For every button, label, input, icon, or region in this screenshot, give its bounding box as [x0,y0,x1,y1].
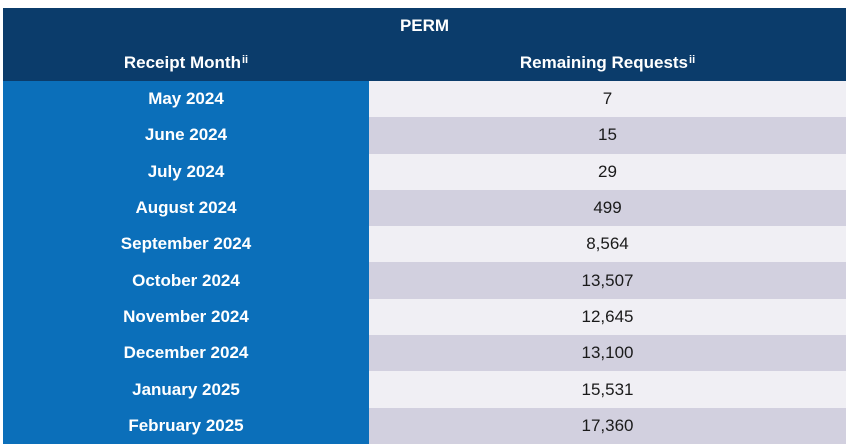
remaining-requests-cell: 29 [369,153,846,190]
table-title: PERM [399,16,450,35]
remaining-requests-cell: 7 [369,81,846,118]
remaining-requests-cell: 13,507 [369,262,846,299]
table-row: May 2024 7 [3,81,846,118]
table-body: May 2024 7 June 2024 15 July 2024 29 August 20… [3,81,846,444]
receipt-month-header: Receipt Month ii [123,52,249,72]
receipt-month-cell: September 2024 [3,226,369,263]
remaining-requests-cell: 17,360 [369,407,846,444]
receipt-month-cell: May 2024 [3,81,369,118]
table-row: October 2024 13,507 [3,262,846,299]
receipt-month-cell: January 2025 [3,371,369,408]
remaining-requests-cell: 8,564 [369,226,846,263]
table-row: July 2024 29 [3,153,846,190]
table-row: September 2024 8,564 [3,226,846,263]
table-row: January 2025 15,531 [3,371,846,408]
receipt-month-cell: November 2024 [3,298,369,336]
table-row: August 2024 499 [3,189,846,227]
receipt-month-cell: December 2024 [3,335,369,372]
perm-table: PERM Receipt Month ii Remaining Requests i… [3,8,846,444]
table-title-row: PERM [3,8,846,44]
remaining-requests-cell: 15 [369,117,846,154]
remaining-requests-cell: 15,531 [369,371,846,408]
table-row: February 2025 17,360 [3,407,846,444]
table-row: December 2024 13,100 [3,335,846,372]
receipt-month-cell: February 2025 [3,407,369,444]
receipt-month-cell: June 2024 [3,117,369,154]
receipt-month-header-label: Receipt Month [123,52,241,72]
receipt-month-cell: July 2024 [3,153,369,190]
table-row: June 2024 15 [3,117,846,154]
remaining-requests-header: Remaining Requests ii [519,52,696,72]
table-row: November 2024 12,645 [3,298,846,336]
remaining-requests-header-label: Remaining Requests [519,52,689,72]
receipt-month-cell: October 2024 [3,262,369,299]
receipt-month-cell: August 2024 [3,189,369,227]
remaining-requests-cell: 499 [369,189,846,227]
remaining-requests-cell: 13,100 [369,335,846,372]
remaining-requests-cell: 12,645 [369,298,846,336]
table-header-row: Receipt Month ii Remaining Requests ii [3,44,846,81]
